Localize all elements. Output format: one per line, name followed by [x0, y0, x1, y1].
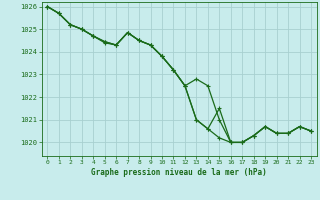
X-axis label: Graphe pression niveau de la mer (hPa): Graphe pression niveau de la mer (hPa)	[91, 168, 267, 177]
